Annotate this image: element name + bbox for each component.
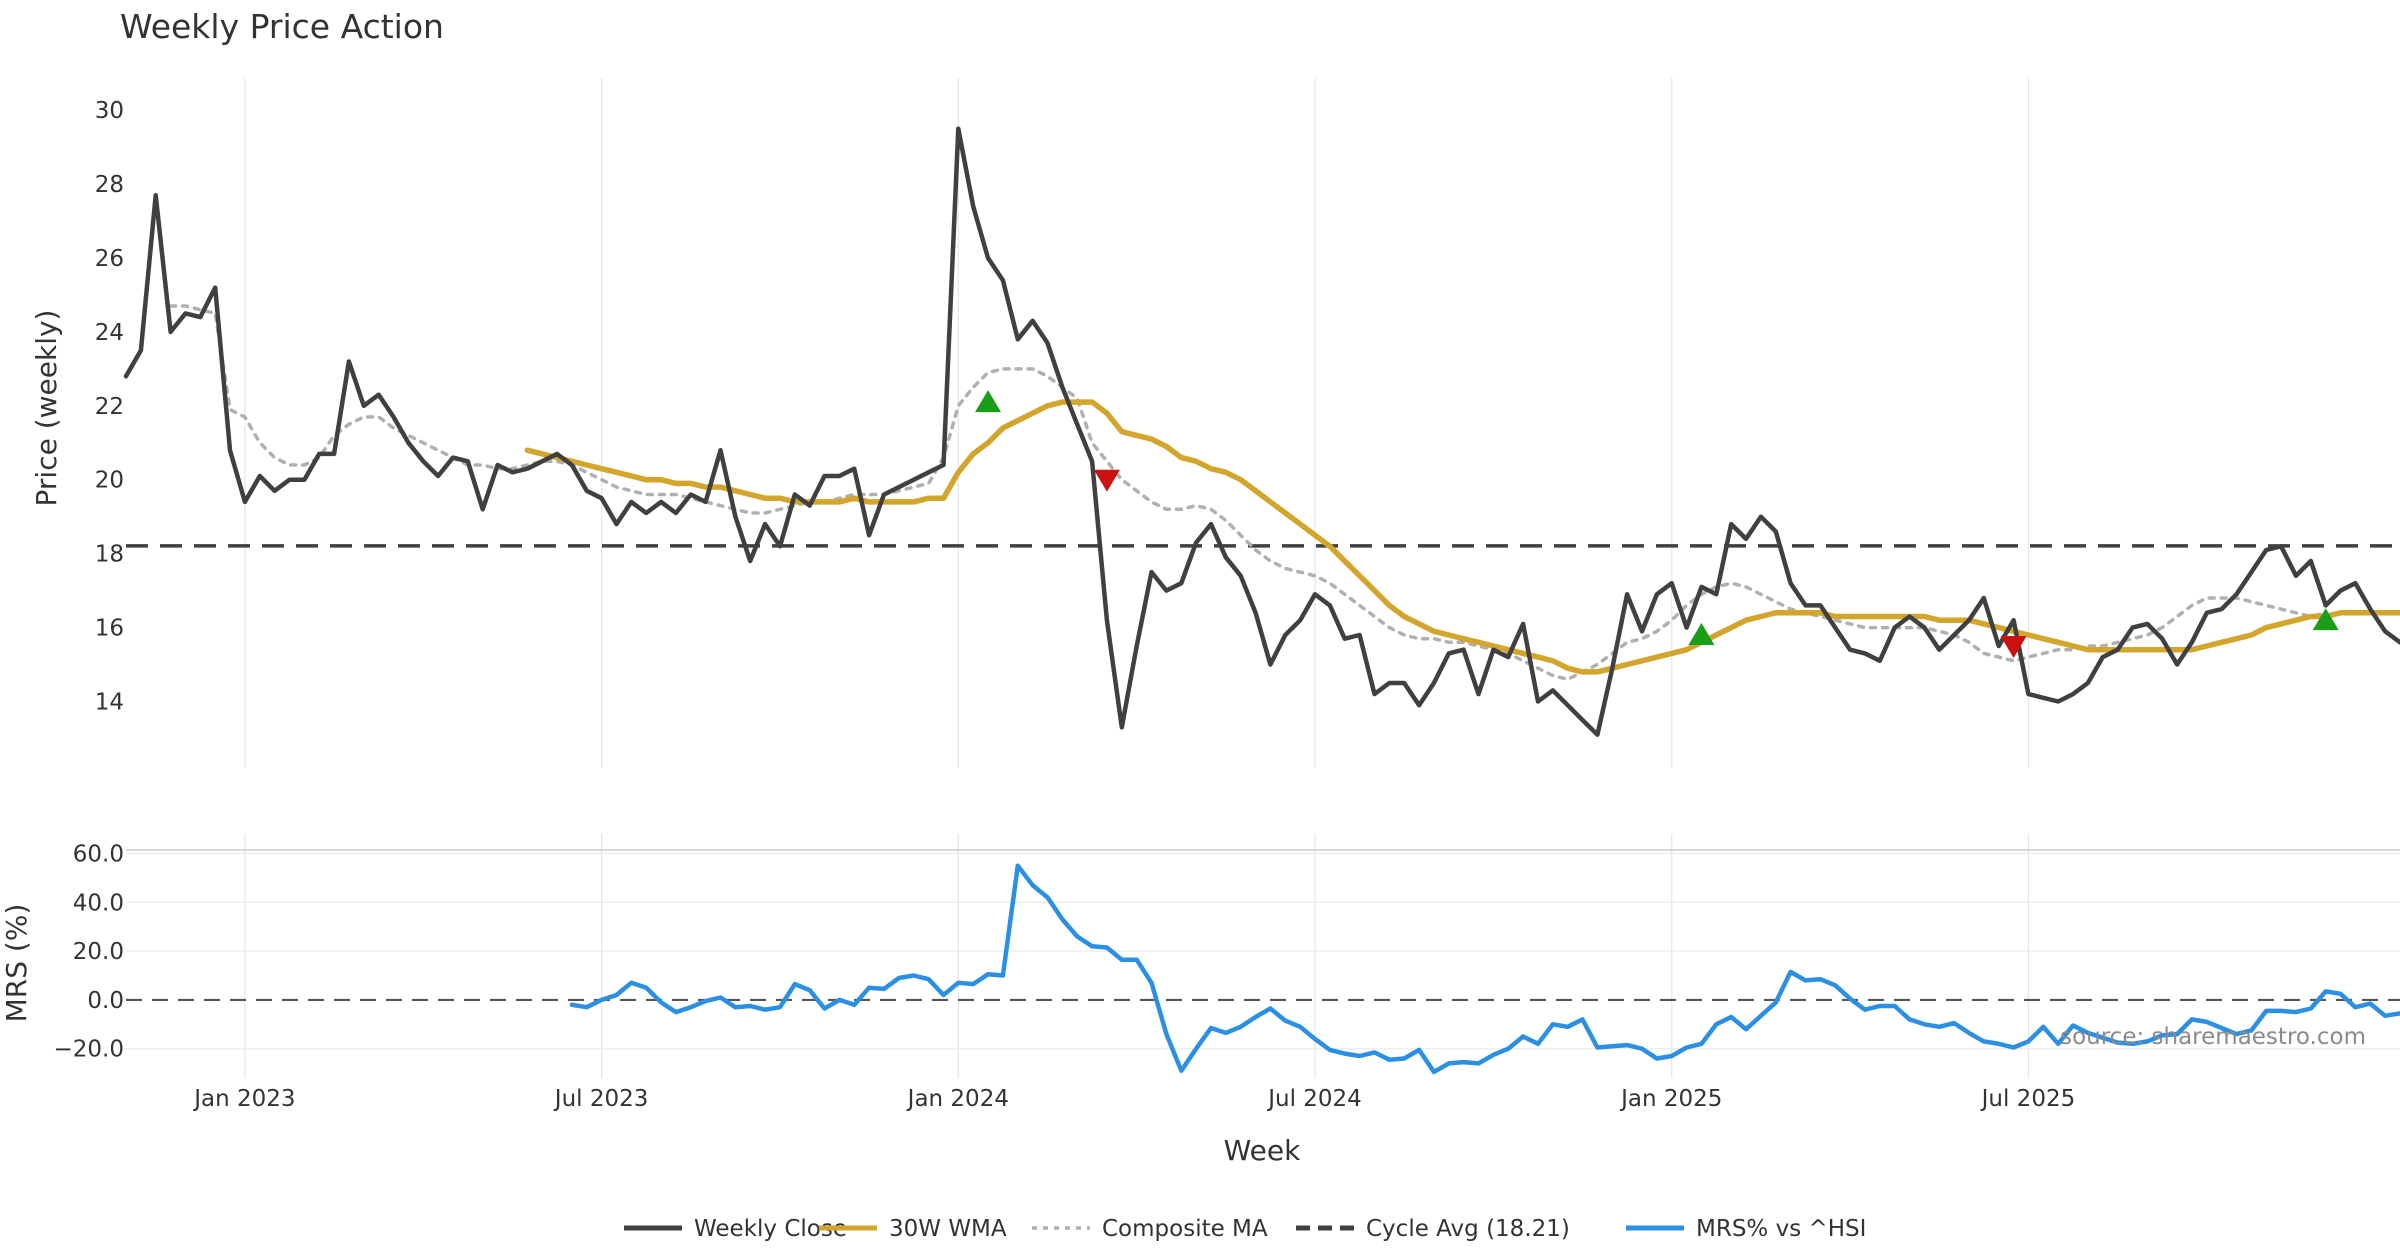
signal-markers xyxy=(975,390,2339,659)
composite-ma-line xyxy=(168,304,2328,682)
buy-signal-marker xyxy=(1688,622,1715,645)
x-tick-label: Jan 2024 xyxy=(906,1086,1009,1112)
price-gridlines xyxy=(244,78,2030,768)
mrs-line xyxy=(569,863,2400,1075)
x-tick-label: Jul 2023 xyxy=(553,1086,649,1112)
price-panel: 14 16 18 20 22 24 26 28 30 Price (weekly) xyxy=(30,78,2400,768)
x-tick-label: Jan 2025 xyxy=(1619,1086,1722,1112)
sell-signal-marker xyxy=(2000,636,2027,659)
price-y-tick: 26 xyxy=(95,246,124,272)
mrs-panel: −20.0 0.0 20.0 40.0 60.0 MRS (%) xyxy=(0,834,2400,1078)
x-tick-label: Jan 2023 xyxy=(192,1086,295,1112)
price-y-tick: 14 xyxy=(95,689,124,715)
x-axis-title: Week xyxy=(1224,1134,1301,1167)
buy-signal-marker xyxy=(975,390,1002,413)
mrs-y-tick: 0.0 xyxy=(87,988,124,1014)
x-tick-label: Jul 2024 xyxy=(1266,1086,1362,1112)
mrs-y-axis-title: MRS (%) xyxy=(0,904,33,1023)
mrs-y-tick-labels: −20.0 0.0 20.0 40.0 60.0 xyxy=(54,842,124,1063)
price-y-tick-labels: 14 16 18 20 22 24 26 28 30 xyxy=(95,98,124,715)
x-tick-labels: Jan 2023 Jul 2023 Jan 2024 Jul 2024 Jan 2025… xyxy=(192,1086,2075,1112)
legend: Weekly Close 30W WMA Composite MA Cycle Avg… xyxy=(624,1216,1866,1242)
mrs-y-tick: 60.0 xyxy=(73,842,124,868)
buy-signal-marker xyxy=(2312,608,2339,631)
weekly-close-line xyxy=(123,126,2400,737)
chart-title: Weekly Price Action xyxy=(120,7,444,46)
price-y-tick: 16 xyxy=(95,616,124,642)
legend-label: Composite MA xyxy=(1102,1216,1268,1242)
price-y-tick: 30 xyxy=(95,98,124,124)
price-y-tick: 28 xyxy=(95,172,124,198)
price-y-axis-title: Price (weekly) xyxy=(30,310,63,507)
price-y-tick: 24 xyxy=(95,320,124,346)
mrs-y-tick: 20.0 xyxy=(73,939,124,965)
sell-signal-marker xyxy=(1093,469,1120,492)
legend-label: 30W WMA xyxy=(889,1216,1007,1242)
price-y-tick: 22 xyxy=(95,394,124,420)
x-tick-label: Jul 2025 xyxy=(1980,1086,2076,1112)
legend-label: Cycle Avg (18.21) xyxy=(1366,1216,1570,1242)
mrs-y-tick: −20.0 xyxy=(54,1037,124,1063)
price-y-tick: 20 xyxy=(95,468,124,494)
price-y-tick: 18 xyxy=(95,542,124,568)
legend-label: MRS% vs ^HSI xyxy=(1696,1216,1866,1242)
source-annotation: source: sharemaestro.com xyxy=(2060,1024,2366,1050)
wma-30w-line xyxy=(524,399,2400,675)
mrs-y-tick: 40.0 xyxy=(73,890,124,916)
